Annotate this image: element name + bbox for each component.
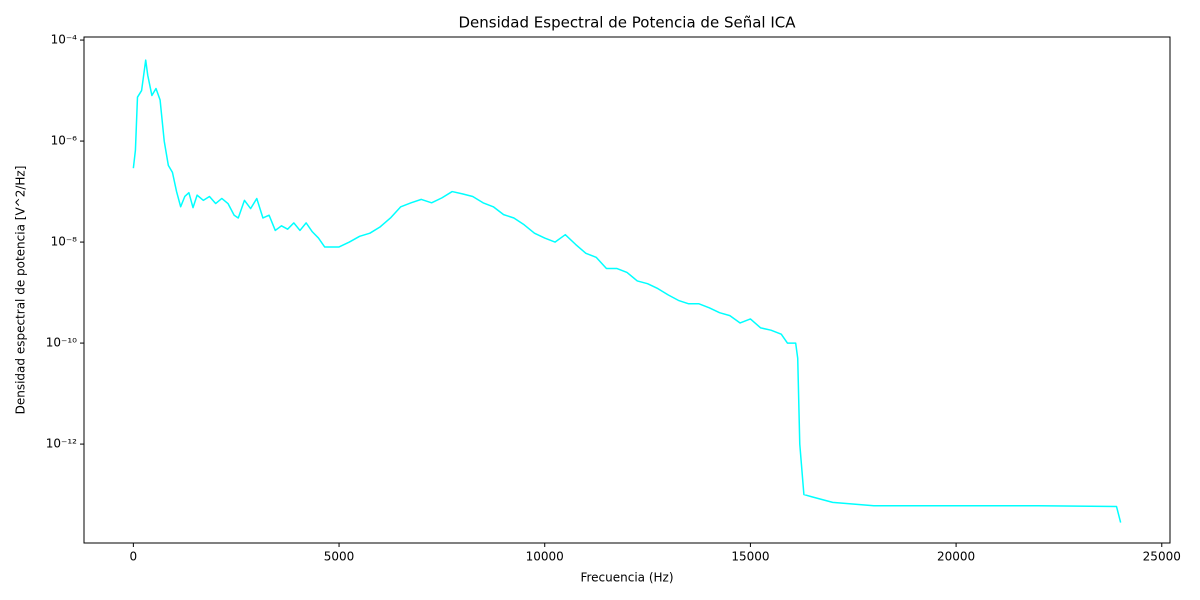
- x-axis-label: Frecuencia (Hz): [580, 571, 673, 585]
- x-tick-label: 15000: [731, 550, 769, 564]
- chart-title: Densidad Espectral de Potencia de Señal …: [459, 14, 797, 32]
- y-tick-label: 10⁻⁴: [51, 33, 78, 47]
- data-line: [132, 59, 1122, 523]
- y-tick-label: 10⁻⁸: [51, 235, 78, 249]
- y-tick-label: 10⁻⁶: [51, 134, 78, 148]
- x-tick-label: 5000: [324, 550, 355, 564]
- y-axis-label: Densidad espectral de potencia [V^2/Hz]: [14, 166, 28, 415]
- y-tick-label: 10⁻¹⁰: [46, 336, 77, 350]
- x-tick-label: 25000: [1143, 550, 1181, 564]
- y-tick-label: 10⁻¹²: [46, 437, 77, 451]
- x-tick-label: 0: [130, 550, 138, 564]
- x-tick-label: 10000: [526, 550, 564, 564]
- axes-frame: [83, 36, 1171, 544]
- x-tick-label: 20000: [937, 550, 975, 564]
